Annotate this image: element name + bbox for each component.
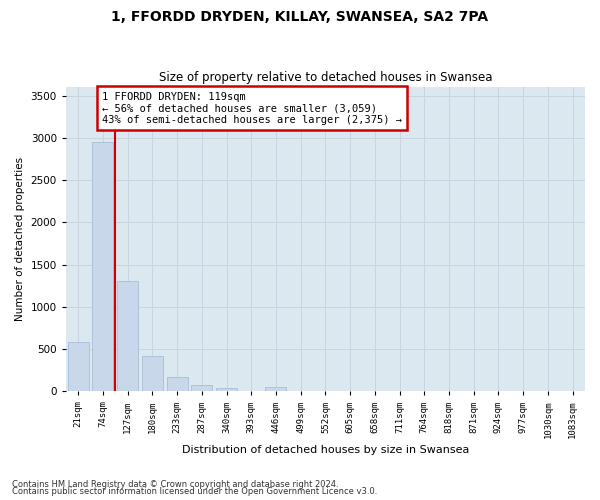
Y-axis label: Number of detached properties: Number of detached properties — [15, 157, 25, 322]
Text: 1, FFORDD DRYDEN, KILLAY, SWANSEA, SA2 7PA: 1, FFORDD DRYDEN, KILLAY, SWANSEA, SA2 7… — [112, 10, 488, 24]
Bar — [142, 356, 163, 392]
Text: Contains HM Land Registry data © Crown copyright and database right 2024.: Contains HM Land Registry data © Crown c… — [12, 480, 338, 489]
Bar — [167, 377, 188, 392]
Bar — [216, 388, 237, 392]
Bar — [265, 387, 286, 392]
X-axis label: Distribution of detached houses by size in Swansea: Distribution of detached houses by size … — [182, 445, 469, 455]
Text: 1 FFORDD DRYDEN: 119sqm
← 56% of detached houses are smaller (3,059)
43% of semi: 1 FFORDD DRYDEN: 119sqm ← 56% of detache… — [102, 92, 402, 125]
Title: Size of property relative to detached houses in Swansea: Size of property relative to detached ho… — [158, 72, 492, 85]
Bar — [92, 142, 113, 392]
Text: Contains public sector information licensed under the Open Government Licence v3: Contains public sector information licen… — [12, 487, 377, 496]
Bar — [68, 342, 89, 392]
Bar — [117, 280, 138, 392]
Bar — [191, 385, 212, 392]
